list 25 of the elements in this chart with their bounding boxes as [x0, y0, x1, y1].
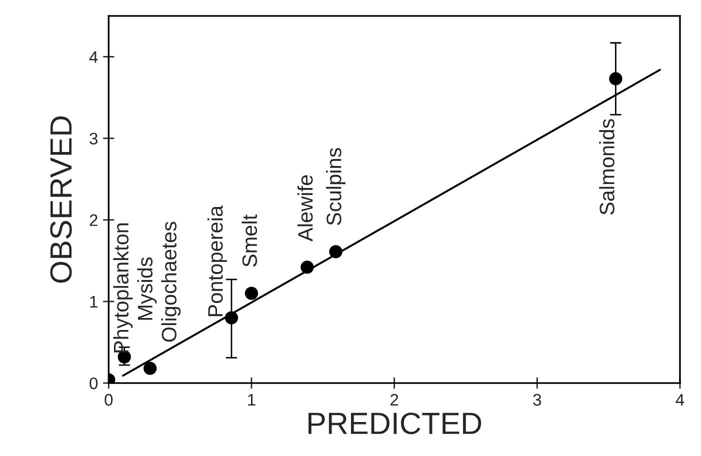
- annotation: Oligochaetes: [161, 222, 181, 342]
- annotation: Pontopereia: [207, 205, 227, 316]
- x-tick-label: 2: [390, 394, 398, 406]
- annotation: Sculpins: [326, 148, 346, 226]
- annotation: Salmonids: [599, 119, 614, 215]
- point: [609, 72, 622, 86]
- point: [143, 362, 157, 375]
- annotation: Smelt: [242, 214, 258, 267]
- x-tick-label: 0: [104, 394, 113, 406]
- y-tick-label: 4: [89, 51, 98, 63]
- y-tick-label: 1: [90, 296, 98, 308]
- point: [244, 286, 258, 300]
- x-tick-label: 1: [248, 394, 256, 406]
- annotation: Alewife: [297, 175, 313, 242]
- y-axis-title: OBSERVED: [50, 116, 72, 283]
- y-tick-label: 3: [90, 132, 98, 145]
- annotation: Mysids: [137, 257, 157, 320]
- point: [300, 260, 314, 274]
- y-tick-label: 0: [90, 377, 98, 390]
- point: [329, 245, 342, 258]
- x-tick-label: 4: [676, 394, 684, 406]
- x-axis-title: PREDICTED: [308, 412, 482, 434]
- y-tick-label: 2: [90, 214, 98, 226]
- annotation: Phytoplankton: [113, 223, 133, 352]
- x-tick-label: 3: [533, 394, 542, 406]
